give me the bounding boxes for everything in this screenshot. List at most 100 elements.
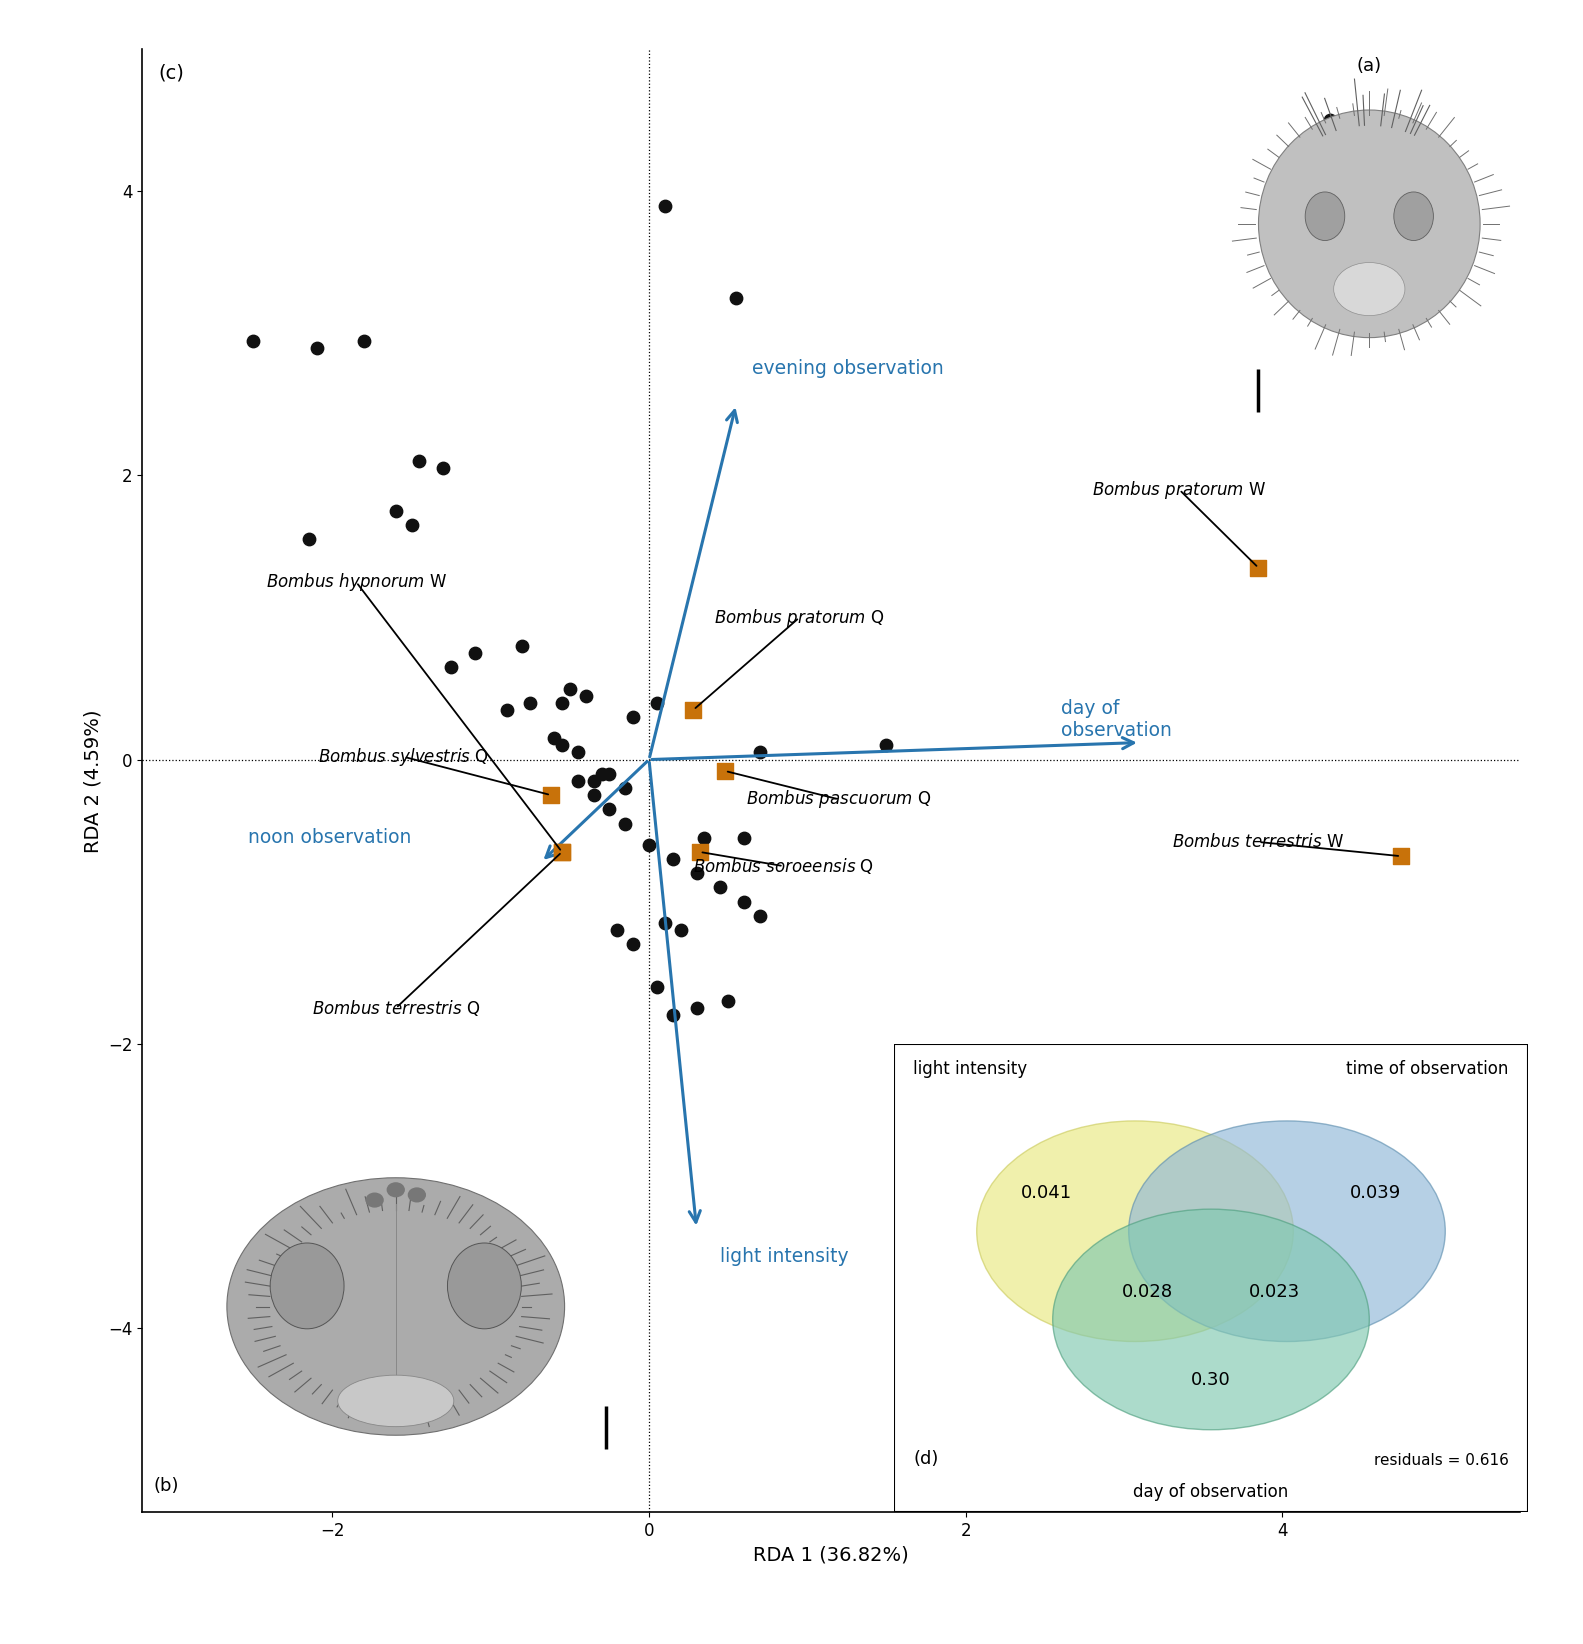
Point	[684, 995, 709, 1021]
Text: 0.30: 0.30	[1190, 1371, 1232, 1389]
Point	[613, 810, 638, 837]
Point	[716, 988, 741, 1014]
Point	[1349, 278, 1374, 304]
Point	[636, 832, 662, 858]
Point	[692, 825, 717, 852]
Ellipse shape	[1258, 110, 1480, 337]
Text: $\it{Bombus\ hypnorum}$ W: $\it{Bombus\ hypnorum}$ W	[266, 570, 446, 593]
Point	[652, 192, 678, 219]
Text: $\it{Bombus\ terrestris}$ Q: $\it{Bombus\ terrestris}$ Q	[312, 998, 480, 1018]
Ellipse shape	[337, 1374, 454, 1427]
Point	[605, 917, 630, 944]
Point	[684, 860, 709, 886]
Point	[549, 689, 575, 715]
Point	[621, 704, 646, 730]
Point	[747, 740, 773, 766]
Point	[874, 732, 899, 758]
Point	[747, 903, 773, 929]
Circle shape	[408, 1189, 426, 1202]
Point	[660, 1003, 685, 1029]
Text: (b): (b)	[154, 1478, 179, 1496]
Ellipse shape	[1304, 192, 1344, 240]
Point	[1246, 554, 1271, 580]
Point	[597, 761, 622, 787]
Point	[597, 796, 622, 822]
Text: evening observation: evening observation	[752, 360, 943, 378]
Text: $\it{Bombus\ soroeensis}$ Q: $\it{Bombus\ soroeensis}$ Q	[693, 857, 874, 876]
Point	[304, 334, 329, 360]
Point	[589, 761, 614, 787]
Point	[462, 640, 488, 666]
Y-axis label: RDA 2 (4.59%): RDA 2 (4.59%)	[84, 709, 103, 853]
Text: 0.039: 0.039	[1350, 1184, 1401, 1202]
Ellipse shape	[1395, 192, 1434, 240]
Text: light intensity: light intensity	[720, 1248, 848, 1266]
Point	[541, 725, 567, 751]
Point	[961, 1074, 986, 1100]
Point	[431, 455, 456, 482]
Text: light intensity: light intensity	[913, 1060, 1027, 1078]
Circle shape	[366, 1194, 383, 1207]
Point	[573, 682, 598, 709]
Point	[565, 768, 590, 794]
Text: $\it{Bombus\ terrestris}$ W: $\it{Bombus\ terrestris}$ W	[1173, 834, 1344, 852]
Ellipse shape	[1053, 1208, 1369, 1430]
Text: 0.023: 0.023	[1249, 1282, 1300, 1300]
Text: (a): (a)	[1357, 58, 1382, 76]
Ellipse shape	[1333, 263, 1406, 316]
Point	[510, 633, 535, 659]
Point	[383, 498, 408, 524]
Text: $\it{Bombus\ pascuorum}$ Q: $\it{Bombus\ pascuorum}$ Q	[747, 789, 931, 810]
Text: 0.028: 0.028	[1122, 1282, 1173, 1300]
Point	[621, 931, 646, 957]
Point	[407, 449, 432, 475]
Text: $\it{Bombus\ sylvestris}$ Q: $\it{Bombus\ sylvestris}$ Q	[318, 746, 489, 768]
Circle shape	[388, 1184, 404, 1197]
Ellipse shape	[448, 1243, 521, 1328]
Point	[581, 783, 606, 809]
Ellipse shape	[977, 1121, 1293, 1342]
Point	[652, 909, 678, 935]
Point	[687, 838, 712, 865]
Point	[557, 676, 583, 702]
Point	[549, 838, 575, 865]
Point	[731, 825, 757, 852]
Point	[644, 689, 670, 715]
Ellipse shape	[1129, 1121, 1445, 1342]
Point	[1317, 107, 1342, 133]
Text: (d): (d)	[913, 1450, 939, 1468]
Text: day of
observation: day of observation	[1061, 699, 1171, 740]
Point	[644, 973, 670, 1000]
Point	[438, 654, 464, 681]
Ellipse shape	[271, 1243, 344, 1328]
Point	[731, 888, 757, 914]
Point	[613, 774, 638, 801]
Point	[549, 732, 575, 758]
Point	[538, 783, 564, 809]
X-axis label: RDA 1 (36.82%): RDA 1 (36.82%)	[754, 1545, 909, 1565]
Point	[351, 327, 377, 353]
Text: $\it{Bombus\ pratorum}$ Q: $\it{Bombus\ pratorum}$ Q	[714, 607, 885, 628]
Point	[681, 697, 706, 723]
Point	[723, 284, 749, 311]
Ellipse shape	[226, 1177, 565, 1435]
Point	[399, 511, 424, 538]
Point	[565, 740, 590, 766]
Text: residuals = 0.616: residuals = 0.616	[1374, 1453, 1509, 1468]
Point	[581, 768, 606, 794]
Point	[494, 697, 519, 723]
Text: noon observation: noon observation	[249, 829, 412, 847]
Point	[1143, 1052, 1168, 1078]
Point	[660, 847, 685, 873]
Point	[1388, 843, 1414, 870]
Text: day of observation: day of observation	[1133, 1483, 1289, 1501]
Point	[549, 838, 575, 865]
Point	[296, 526, 321, 552]
Text: $\it{Bombus\ pratorum}$ W: $\it{Bombus\ pratorum}$ W	[1092, 478, 1266, 501]
Point	[712, 758, 738, 784]
Point	[1111, 1052, 1137, 1078]
Point	[1000, 1074, 1026, 1100]
Point	[708, 875, 733, 901]
Text: (c): (c)	[158, 64, 184, 82]
Point	[241, 327, 266, 353]
